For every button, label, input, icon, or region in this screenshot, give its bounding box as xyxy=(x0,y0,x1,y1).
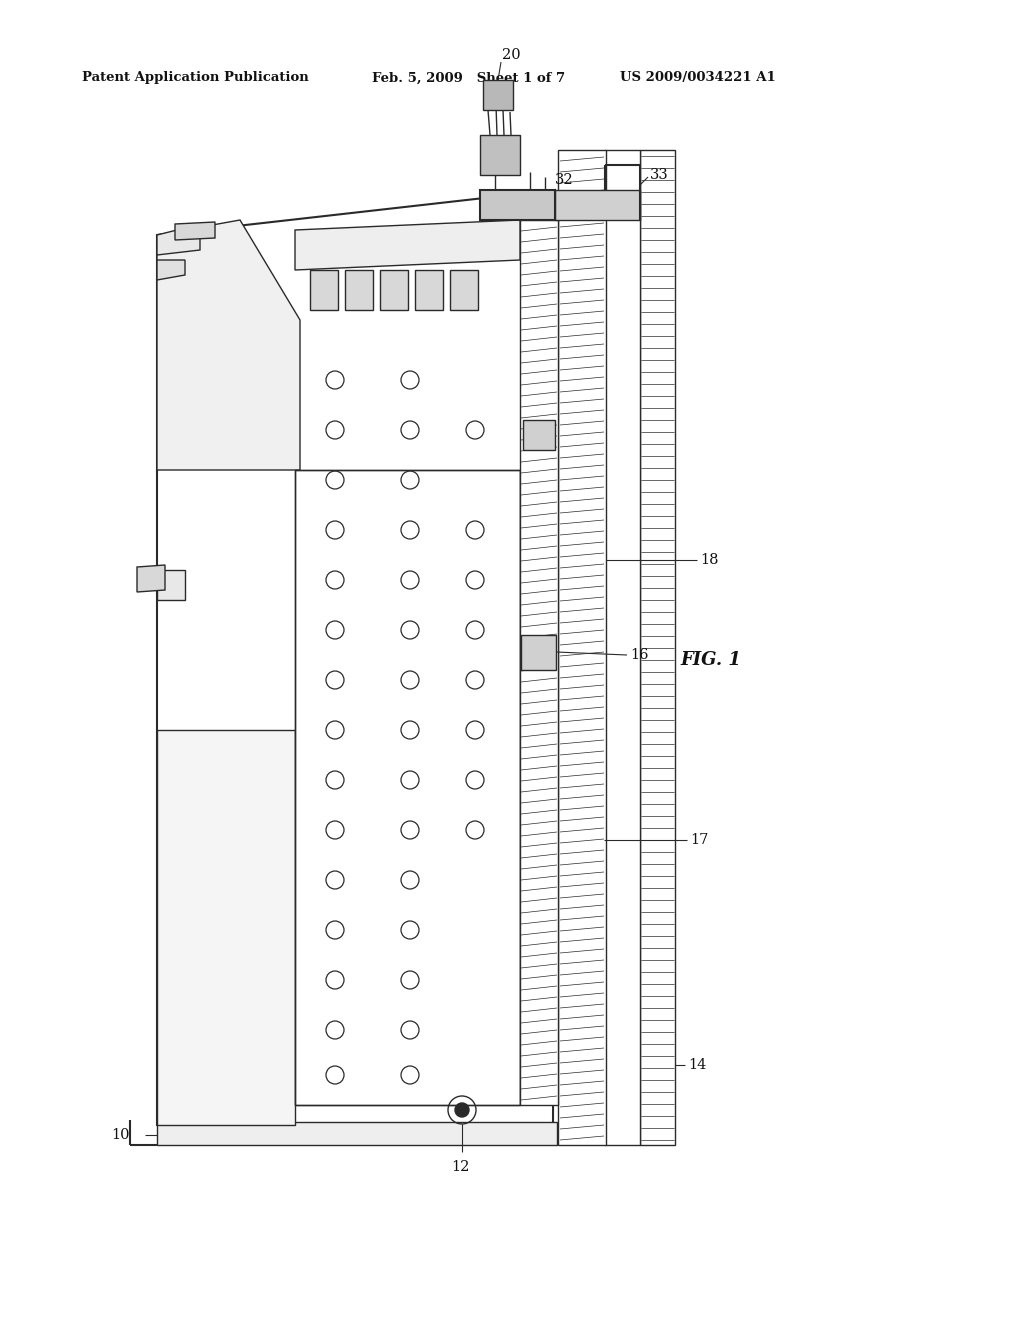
Text: 18: 18 xyxy=(700,553,719,568)
Text: Feb. 5, 2009   Sheet 1 of 7: Feb. 5, 2009 Sheet 1 of 7 xyxy=(372,71,565,84)
Text: 33: 33 xyxy=(650,168,669,182)
Text: Patent Application Publication: Patent Application Publication xyxy=(82,71,309,84)
Polygon shape xyxy=(380,271,408,310)
Polygon shape xyxy=(295,220,520,271)
Polygon shape xyxy=(295,470,520,1105)
Polygon shape xyxy=(157,224,200,255)
Polygon shape xyxy=(157,570,185,601)
Polygon shape xyxy=(640,150,675,1144)
Polygon shape xyxy=(157,730,295,1125)
Polygon shape xyxy=(480,135,520,176)
Polygon shape xyxy=(157,1122,557,1144)
Text: 14: 14 xyxy=(688,1059,707,1072)
Polygon shape xyxy=(137,565,165,591)
Polygon shape xyxy=(480,190,555,220)
Polygon shape xyxy=(157,220,300,470)
Polygon shape xyxy=(345,271,373,310)
Polygon shape xyxy=(555,190,640,220)
Polygon shape xyxy=(310,271,338,310)
Polygon shape xyxy=(157,260,185,280)
Polygon shape xyxy=(157,190,555,1125)
Text: 16: 16 xyxy=(630,648,648,663)
Polygon shape xyxy=(415,271,443,310)
Polygon shape xyxy=(483,81,513,110)
Text: US 2009/0034221 A1: US 2009/0034221 A1 xyxy=(620,71,776,84)
Text: FIG. 1: FIG. 1 xyxy=(680,651,741,669)
Text: 17: 17 xyxy=(690,833,709,847)
Polygon shape xyxy=(520,220,558,1105)
Text: 20: 20 xyxy=(502,48,520,62)
Polygon shape xyxy=(558,150,606,1144)
Circle shape xyxy=(455,1104,469,1117)
Polygon shape xyxy=(605,150,640,1144)
Polygon shape xyxy=(450,271,478,310)
Text: 10: 10 xyxy=(112,1129,130,1142)
Text: 32: 32 xyxy=(555,173,573,187)
Polygon shape xyxy=(521,635,556,671)
Polygon shape xyxy=(175,222,215,240)
Polygon shape xyxy=(523,420,555,450)
Text: 12: 12 xyxy=(451,1160,469,1173)
